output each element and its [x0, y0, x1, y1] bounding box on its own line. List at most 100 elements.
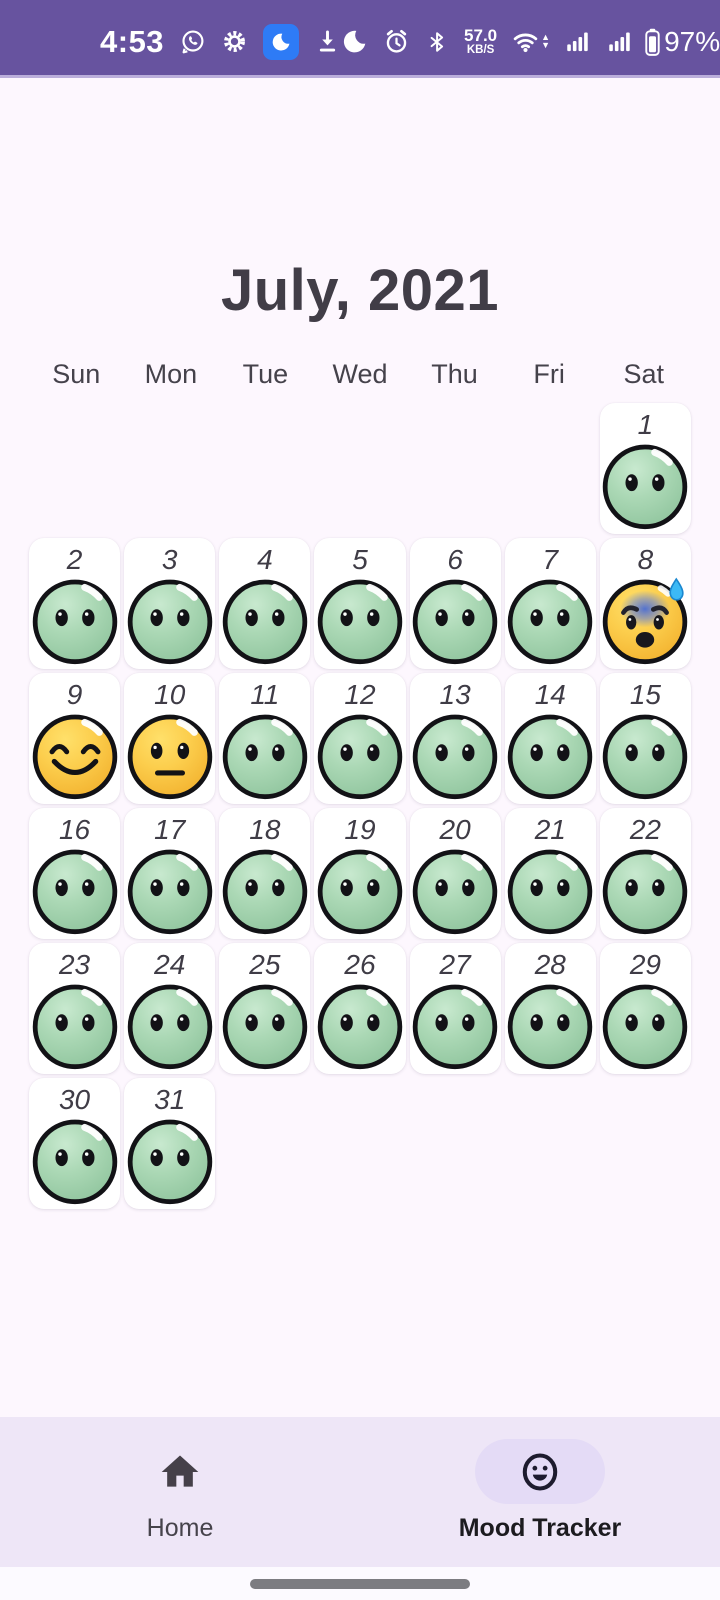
- day-number: 4: [257, 543, 273, 575]
- empty-day-cell: [314, 403, 405, 534]
- mood-green-neutral-icon: [412, 849, 498, 935]
- signal-bars-icon: [567, 32, 588, 52]
- weekday-label-thu: Thu: [431, 358, 478, 389]
- day-cell-29[interactable]: 29: [599, 942, 691, 1074]
- day-cell-5[interactable]: 5: [314, 537, 406, 669]
- weekday-label-wed: Wed: [332, 358, 388, 389]
- settings-gear-icon: [224, 31, 246, 52]
- home-icon: [161, 1455, 199, 1487]
- day-number: 6: [447, 543, 463, 575]
- empty-day-cell: [505, 403, 596, 534]
- mood-green-neutral-icon: [317, 579, 403, 665]
- mood-green-neutral-icon: [222, 849, 308, 935]
- day-number: 27: [439, 948, 471, 980]
- day-number: 26: [344, 948, 376, 980]
- network-speed-unit: KB/S: [466, 43, 495, 56]
- day-cell-16[interactable]: 16: [29, 807, 121, 939]
- day-cell-24[interactable]: 24: [124, 942, 216, 1074]
- day-cell-7[interactable]: 7: [504, 537, 596, 669]
- day-cell-17[interactable]: 17: [124, 807, 216, 939]
- mood-green-neutral-icon: [32, 849, 117, 935]
- day-cell-3[interactable]: 3: [124, 537, 216, 669]
- mood-yellow-neutral-icon: [127, 714, 212, 800]
- day-number: 19: [344, 813, 376, 845]
- day-cell-25[interactable]: 25: [219, 942, 311, 1074]
- day-cell-4[interactable]: 4: [219, 537, 311, 669]
- day-number: 12: [344, 678, 376, 710]
- mood-green-neutral-icon: [127, 1119, 212, 1205]
- mood-green-neutral-icon: [603, 444, 688, 530]
- day-cell-6[interactable]: 6: [409, 537, 501, 669]
- day-number: 7: [542, 543, 559, 575]
- mood-green-neutral-icon: [317, 714, 403, 800]
- day-cell-12[interactable]: 12: [314, 672, 406, 804]
- signal-bars-icon: [609, 32, 630, 52]
- day-cell-23[interactable]: 23: [29, 942, 121, 1074]
- day-cell-27[interactable]: 27: [409, 942, 501, 1074]
- page-title: July, 2021: [220, 258, 499, 323]
- nav-item-mood-tracker[interactable]: Mood Tracker: [360, 1417, 720, 1567]
- status-bar: 4:53: [0, 0, 720, 75]
- day-number: 16: [58, 813, 91, 845]
- day-cell-11[interactable]: 11: [219, 672, 311, 804]
- mood-tracker-icon: [522, 1452, 558, 1491]
- nav-pill: [115, 1439, 245, 1504]
- day-cell-15[interactable]: 15: [599, 672, 691, 804]
- mood-green-neutral-icon: [127, 579, 212, 665]
- day-cell-30[interactable]: 30: [29, 1077, 121, 1209]
- day-cell-14[interactable]: 14: [504, 672, 596, 804]
- status-bar-left: 4:53: [100, 23, 341, 60]
- day-cell-22[interactable]: 22: [599, 807, 691, 939]
- day-number: 29: [629, 948, 661, 980]
- day-cell-31[interactable]: 31: [124, 1077, 216, 1209]
- day-number: 18: [249, 813, 281, 845]
- day-cell-19[interactable]: 19: [314, 807, 406, 939]
- wifi-icon: ▲ ▼: [512, 28, 550, 55]
- empty-day-cell: [124, 403, 215, 534]
- mood-green-neutral-icon: [32, 984, 117, 1070]
- mood-green-neutral-icon: [412, 714, 498, 800]
- day-cell-28[interactable]: 28: [504, 942, 596, 1074]
- empty-day-cell: [29, 403, 120, 534]
- day-number: 23: [58, 948, 91, 980]
- mood-happy-icon: [32, 714, 117, 800]
- mood-green-neutral-icon: [32, 579, 117, 665]
- day-cell-21[interactable]: 21: [504, 807, 596, 939]
- day-cell-10[interactable]: 10: [124, 672, 216, 804]
- day-cell-20[interactable]: 20: [409, 807, 501, 939]
- mood-green-neutral-icon: [508, 849, 593, 935]
- status-bar-right: 57.0 KB/S ▲ ▼: [341, 26, 720, 58]
- bluetooth-icon: [430, 31, 444, 52]
- mood-green-neutral-icon: [222, 714, 308, 800]
- day-number: 30: [58, 1083, 91, 1115]
- bottom-nav: Home Mood Tracker: [0, 1417, 720, 1567]
- day-cell-18[interactable]: 18: [219, 807, 311, 939]
- day-cell-13[interactable]: 13: [409, 672, 501, 804]
- mood-green-neutral-icon: [508, 714, 593, 800]
- nav-item-home[interactable]: Home: [0, 1417, 360, 1567]
- day-number: 20: [439, 813, 471, 845]
- day-cell-26[interactable]: 26: [314, 942, 406, 1074]
- night-mode-icon: [263, 23, 300, 60]
- weekday-label-tue: Tue: [242, 358, 289, 389]
- day-cell-8[interactable]: 8: [599, 537, 691, 669]
- mood-green-neutral-icon: [603, 984, 688, 1070]
- day-number: 22: [629, 813, 661, 845]
- weekday-label-mon: Mon: [144, 358, 198, 389]
- day-cell-9[interactable]: 9: [29, 672, 121, 804]
- battery-percent: 97%: [664, 25, 720, 57]
- calendar-grid: 1 2 3 4 5 6 7: [29, 402, 691, 1209]
- gesture-handle[interactable]: [250, 1578, 470, 1589]
- day-number: 31: [154, 1083, 186, 1115]
- mood-green-neutral-icon: [127, 984, 212, 1070]
- day-number: 21: [534, 813, 566, 845]
- mood-green-neutral-icon: [127, 849, 212, 935]
- day-cell-2[interactable]: 2: [29, 537, 121, 669]
- weekday-header: Sun Mon Tue Wed Thu Fri Sat: [29, 359, 691, 390]
- mood-green-neutral-icon: [508, 579, 593, 665]
- day-number: 2: [66, 543, 83, 575]
- weekday-label-sun: Sun: [52, 358, 101, 389]
- day-cell-1[interactable]: 1: [599, 402, 691, 534]
- day-number: 10: [154, 678, 186, 710]
